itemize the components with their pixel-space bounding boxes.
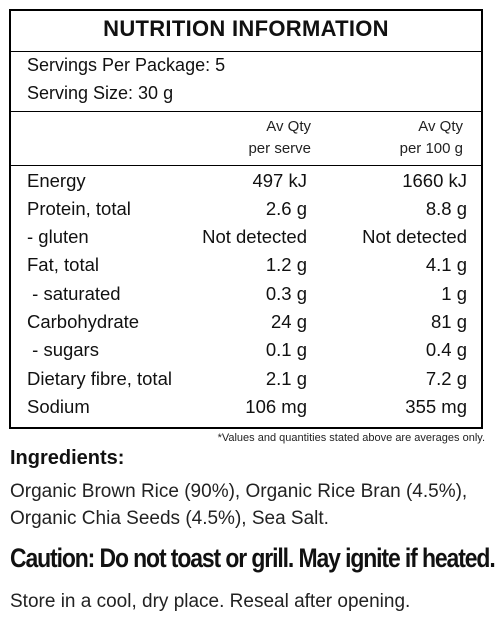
divider — [11, 165, 481, 166]
servings-per-package: Servings Per Package: 5 — [27, 55, 226, 75]
table-row: Protein, total 2.6 g 8.8 g — [27, 198, 467, 226]
column-header-line: Av Qty — [266, 118, 311, 135]
per-100g-value: 7.2 g — [425, 368, 467, 389]
nutrient-name: - sugars — [27, 339, 99, 360]
nutrient-name: Dietary fibre, total — [27, 368, 172, 389]
column-header-per-100g: Av Qty per 100 g — [400, 116, 463, 160]
divider — [11, 51, 481, 52]
ingredients-text: Organic Brown Rice (90%), Organic Rice B… — [10, 481, 468, 529]
per-100g-value: 8.8 g — [425, 198, 467, 219]
divider — [11, 111, 481, 112]
column-header-line: Av Qty — [418, 118, 463, 135]
per-100g-value: Not detected — [362, 226, 467, 247]
nutrient-name: Energy — [27, 170, 86, 191]
column-header-line: per 100 g — [399, 140, 463, 157]
per-100g-value: 81 g — [430, 311, 467, 332]
per-serve-value: Not detected — [202, 226, 307, 247]
per-serve-value: 2.1 g — [265, 368, 307, 389]
nutrient-name: Carbohydrate — [27, 311, 140, 332]
column-header-per-serve: Av Qty per serve — [248, 116, 311, 160]
nutrient-name: - gluten — [27, 226, 89, 247]
column-header-line: per serve — [248, 140, 311, 157]
per-serve-value: 0.1 g — [265, 339, 307, 360]
table-row: - gluten Not detected Not detected — [27, 226, 467, 254]
table-row: Carbohydrate 24 g 81 g — [27, 311, 467, 339]
nutrition-panel: NUTRITION INFORMATION Servings Per Packa… — [9, 9, 483, 429]
per-serve-value: 2.6 g — [265, 198, 307, 219]
per-100g-value: 1 g — [441, 283, 467, 304]
nutrient-name: Protein, total — [27, 198, 131, 219]
per-serve-value: 497 kJ — [252, 170, 307, 191]
per-serve-value: 0.3 g — [265, 283, 307, 304]
per-serve-value: 1.2 g — [265, 254, 307, 275]
averages-footnote: *Values and quantities stated above are … — [217, 432, 485, 444]
per-100g-value: 4.1 g — [425, 254, 467, 275]
storage-instructions: Store in a cool, dry place. Reseal after… — [10, 591, 411, 612]
table-row: Energy 497 kJ 1660 kJ — [27, 170, 467, 198]
nutrient-name: Sodium — [27, 396, 90, 417]
per-serve-value: 24 g — [270, 311, 307, 332]
panel-title: NUTRITION INFORMATION — [103, 16, 389, 41]
serving-size: Serving Size: 30 g — [27, 83, 174, 103]
per-100g-value: 355 mg — [405, 396, 467, 417]
per-100g-value: 1660 kJ — [402, 170, 467, 191]
table-row: - sugars 0.1 g 0.4 g — [27, 339, 467, 367]
nutrient-name: - saturated — [27, 283, 121, 304]
table-row: Fat, total 1.2 g 4.1 g — [27, 254, 467, 282]
table-row: Sodium 106 mg 355 mg — [27, 396, 467, 424]
table-row: - saturated 0.3 g 1 g — [27, 283, 467, 311]
caution-warning: Caution: Do not toast or grill. May igni… — [10, 543, 495, 573]
per-100g-value: 0.4 g — [425, 339, 467, 360]
ingredients-heading: Ingredients: — [10, 447, 125, 469]
table-row: Dietary fibre, total 2.1 g 7.2 g — [27, 368, 467, 396]
per-serve-value: 106 mg — [245, 396, 307, 417]
nutrient-name: Fat, total — [27, 254, 99, 275]
